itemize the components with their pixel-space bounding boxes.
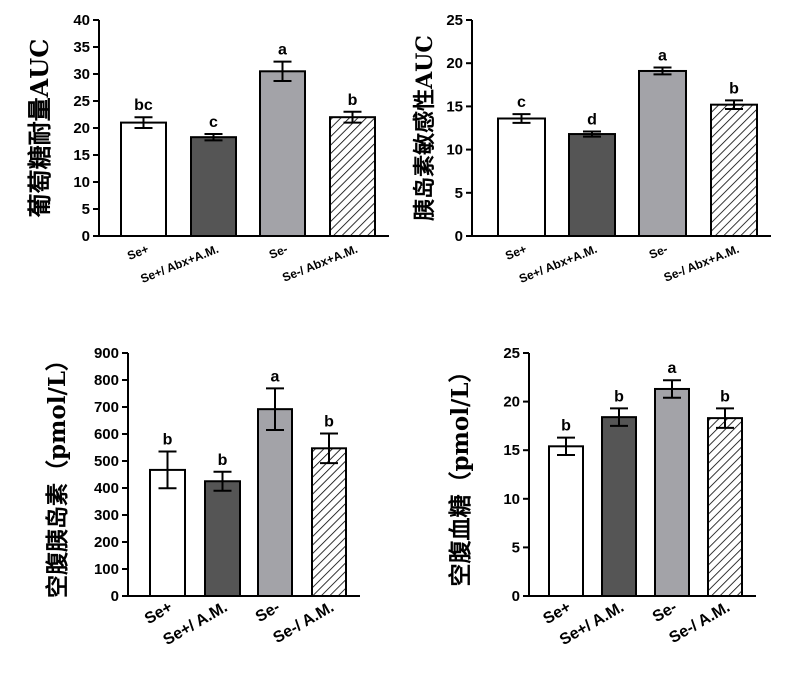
- y-tick-label: 15: [446, 98, 463, 115]
- y-tick-label: 500: [94, 453, 119, 470]
- y-tick-label: 20: [446, 55, 463, 72]
- category-label: Se-: [650, 599, 680, 626]
- y-axis-title: 葡萄糖耐量AUC: [25, 39, 54, 219]
- bar: [601, 416, 637, 598]
- significance-label: b: [614, 388, 624, 405]
- category-label: Se+: [540, 599, 574, 628]
- bar: [548, 445, 584, 598]
- category-label: Se-/ Abx+A.M.: [662, 242, 741, 285]
- y-tick-label: 15: [73, 147, 90, 164]
- bar: [654, 387, 690, 597]
- bar: [638, 69, 687, 237]
- chart-panel-2: 0 5 10 15 20 25 c Se+ d Se+/ Abx+A.M. a Se-b Se-/ Ab…: [412, 12, 771, 286]
- significance-label: b: [348, 92, 358, 109]
- bar: [120, 121, 167, 237]
- bar: [204, 480, 241, 597]
- category-label: Se+/ Abx+A.M.: [138, 242, 220, 286]
- significance-label: c: [517, 94, 526, 111]
- bar: [311, 447, 347, 597]
- y-tick-label: 100: [94, 561, 119, 578]
- y-tick-label: 400: [94, 480, 119, 497]
- significance-label: a: [658, 48, 667, 65]
- y-tick-label: 0: [512, 588, 520, 605]
- y-tick-label: 40: [73, 12, 90, 29]
- significance-label: b: [163, 432, 173, 449]
- bar: [710, 103, 758, 237]
- y-tick-label: 25: [503, 345, 520, 362]
- chart-panel-1: 0 5 10 15 20 25 30 35 40 bc Se+ c Se+/ Abx+A.M. a Se-b…: [25, 12, 389, 286]
- significance-label: b: [720, 388, 730, 405]
- significance-label: a: [271, 368, 280, 385]
- bar: [149, 468, 186, 597]
- y-tick-label: 0: [455, 228, 463, 245]
- category-label: Se-: [267, 242, 290, 262]
- category-label: Se-/ A.M.: [271, 599, 337, 647]
- y-axis-title: 空腹胰岛素（pmol/L）: [44, 348, 71, 598]
- y-tick-label: 10: [446, 142, 463, 159]
- significance-label: a: [668, 360, 677, 377]
- bar: [497, 117, 546, 237]
- category-label: Se-/ A.M.: [667, 599, 733, 647]
- category-label: Se-: [647, 242, 670, 262]
- y-tick-label: 300: [94, 507, 119, 524]
- significance-label: c: [209, 114, 218, 131]
- category-label: Se+: [125, 242, 150, 263]
- y-tick-label: 35: [73, 39, 90, 56]
- y-tick-label: 900: [94, 345, 119, 362]
- y-tick-label: 5: [512, 539, 520, 556]
- y-tick-label: 10: [73, 174, 90, 191]
- significance-label: a: [278, 42, 287, 59]
- bar: [257, 408, 293, 597]
- bar: [707, 417, 743, 597]
- y-tick-label: 700: [94, 399, 119, 416]
- bar: [329, 116, 376, 237]
- y-tick-label: 20: [73, 120, 90, 137]
- y-tick-label: 0: [111, 588, 119, 605]
- significance-label: bc: [134, 97, 153, 114]
- y-tick-label: 30: [73, 66, 90, 83]
- y-tick-label: 5: [82, 201, 90, 218]
- y-axis-title: 胰岛素敏感性AUC: [412, 35, 438, 221]
- bar: [568, 133, 616, 238]
- y-tick-label: 5: [455, 185, 463, 202]
- y-tick-label: 600: [94, 426, 119, 443]
- y-tick-label: 10: [503, 491, 520, 508]
- significance-label: d: [587, 111, 597, 128]
- category-label: Se+/ Abx+A.M.: [517, 242, 599, 286]
- category-label: Se-/ Abx+A.M.: [280, 242, 359, 285]
- bar: [190, 136, 237, 237]
- significance-label: b: [218, 452, 228, 469]
- significance-label: b: [324, 413, 334, 430]
- y-tick-label: 800: [94, 372, 119, 389]
- y-tick-label: 200: [94, 534, 119, 551]
- category-label: Se+: [503, 242, 528, 263]
- y-tick-label: 25: [446, 12, 463, 29]
- category-label: Se-: [253, 599, 283, 626]
- y-tick-label: 25: [73, 93, 90, 110]
- significance-label: b: [729, 80, 739, 97]
- y-tick-label: 15: [503, 442, 520, 459]
- category-label: Se+: [142, 599, 176, 628]
- y-tick-label: 0: [82, 228, 90, 245]
- bar: [259, 70, 306, 237]
- significance-label: b: [561, 418, 571, 435]
- y-axis-title: 空腹血糖（pmol/L）: [447, 359, 474, 586]
- y-tick-label: 20: [503, 394, 520, 411]
